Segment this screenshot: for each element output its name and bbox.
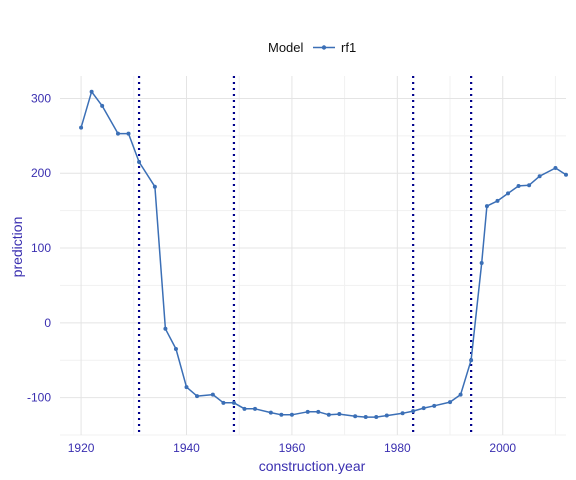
data-point	[152, 184, 157, 189]
data-point	[337, 412, 342, 417]
y-tick-label: 100	[31, 241, 51, 255]
data-point	[479, 260, 484, 265]
data-point	[421, 406, 426, 411]
y-axis-ticks: -100 0 100 200 300	[27, 91, 51, 404]
x-tick-label: 1980	[384, 441, 411, 455]
data-point	[353, 414, 358, 419]
data-point	[231, 400, 236, 405]
data-point	[221, 400, 226, 405]
data-point	[458, 392, 463, 397]
x-tick-label: 2000	[489, 441, 516, 455]
data-point	[469, 358, 474, 363]
data-point	[527, 183, 532, 188]
data-point	[89, 89, 94, 94]
y-tick-label: -100	[27, 391, 51, 405]
data-point	[516, 183, 521, 188]
data-point	[553, 165, 558, 170]
data-point	[495, 198, 500, 203]
x-axis-title: construction.year	[259, 458, 366, 474]
data-point	[506, 191, 511, 196]
data-point	[484, 204, 489, 209]
data-point	[242, 406, 247, 411]
x-tick-label: 1960	[279, 441, 306, 455]
data-point	[163, 326, 168, 331]
cutpoint-lines	[137, 76, 473, 435]
data-point	[184, 385, 189, 390]
data-point	[268, 410, 273, 415]
data-point	[432, 403, 437, 408]
data-point	[400, 411, 405, 416]
data-point	[137, 160, 142, 165]
y-tick-label: 0	[44, 316, 51, 330]
legend-title: Model	[268, 40, 304, 55]
series-layer	[79, 89, 568, 420]
major-gridlines	[60, 76, 566, 435]
data-point	[173, 346, 178, 351]
x-tick-label: 1920	[68, 441, 95, 455]
legend-key-point	[321, 45, 327, 50]
data-point	[126, 131, 131, 136]
data-point	[564, 172, 568, 177]
y-tick-label: 200	[31, 166, 51, 180]
data-point	[279, 412, 284, 417]
data-point	[374, 415, 379, 420]
data-point	[448, 400, 453, 405]
data-point	[100, 103, 105, 108]
minor-gridlines	[60, 76, 566, 436]
data-point	[537, 174, 542, 179]
data-point	[253, 406, 258, 411]
x-axis-ticks: 1920 1940 1960 1980 2000	[68, 441, 517, 455]
legend: Model rf1	[268, 40, 356, 55]
data-point	[195, 394, 200, 399]
y-tick-label: 300	[31, 91, 51, 105]
data-point	[384, 413, 389, 418]
x-tick-label: 1940	[173, 441, 200, 455]
data-point	[289, 412, 294, 417]
y-axis-title: prediction	[9, 217, 25, 278]
data-point	[115, 131, 120, 136]
data-point	[210, 392, 215, 397]
data-point	[305, 409, 310, 414]
data-point	[411, 409, 416, 414]
series-line-rf1	[80, 90, 567, 418]
data-point	[316, 409, 321, 414]
data-point	[79, 125, 84, 130]
data-point	[326, 412, 331, 417]
legend-entry-rf1: rf1	[341, 40, 356, 55]
data-point	[363, 415, 368, 420]
